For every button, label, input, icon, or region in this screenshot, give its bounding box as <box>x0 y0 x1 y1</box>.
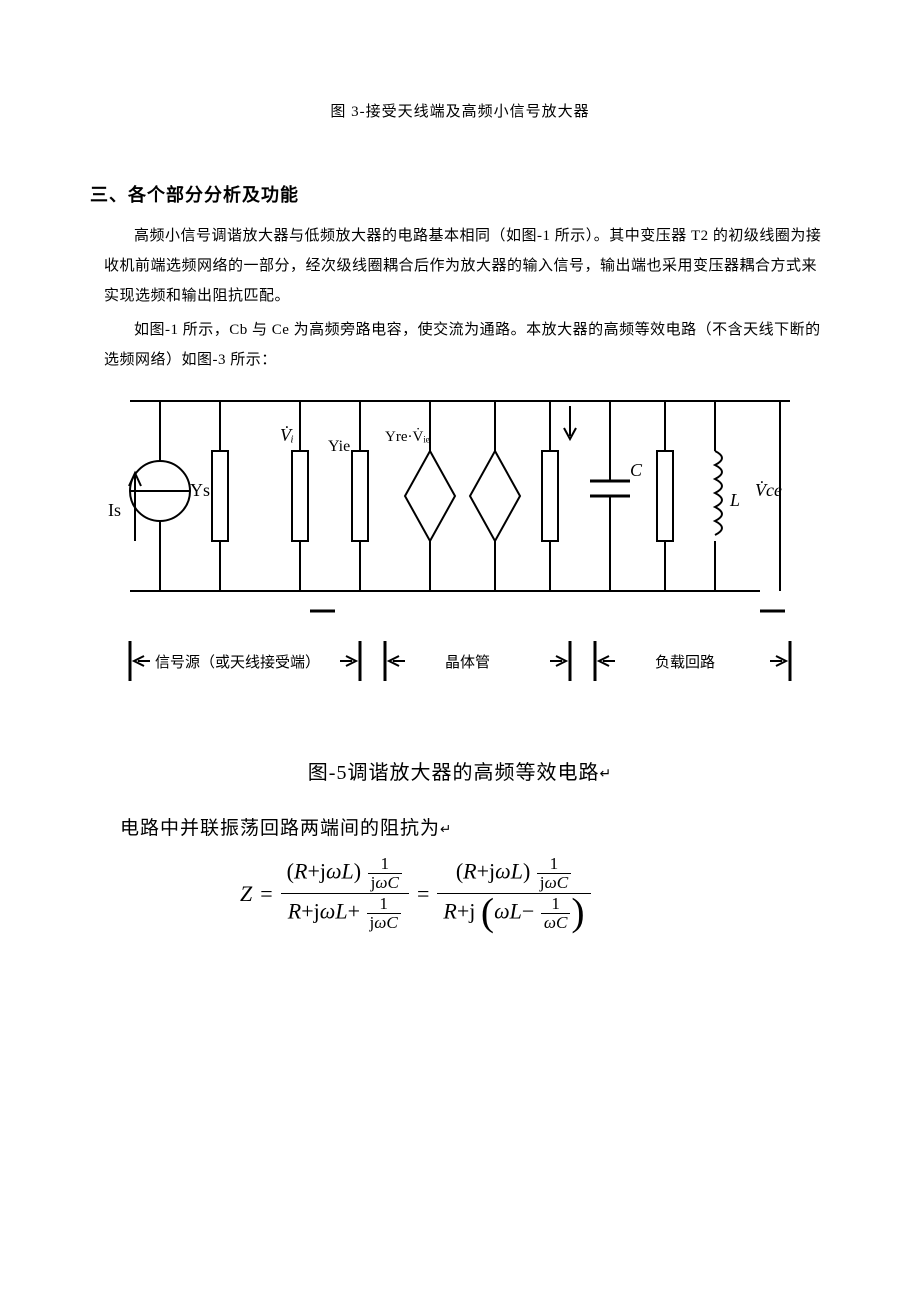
label-yre: Yre·V̇ᵢₑ <box>385 428 430 445</box>
section-label-load: 负载回路 <box>655 654 715 671</box>
figure3-caption: 图 3-接受天线端及高频小信号放大器 <box>90 100 830 121</box>
eq-frac1: (R+jωL) 1 jωC R+jωL+ 1 jωC <box>281 854 409 933</box>
section-heading: 三、各个部分分析及功能 <box>90 181 830 207</box>
label-c: C <box>630 460 643 480</box>
eq-z: Z <box>240 881 252 907</box>
label-yie: Yie <box>328 438 350 455</box>
equation-intro-text: 电路中并联振荡回路两端间的阻抗为 <box>120 818 440 839</box>
circuit-diagram: Is Ys V̇ᵢ Yie Yre·V̇ᵢₑ C L V̇ce 信号源（或天线接… <box>100 381 830 716</box>
return-mark-icon: ↵ <box>599 767 612 782</box>
section-label-transistor: 晶体管 <box>445 654 490 671</box>
eq-equals: = <box>260 881 272 907</box>
label-l: L <box>729 490 740 510</box>
label-ys: Ys <box>190 480 210 500</box>
section-label-source: 信号源（或天线接受端） <box>155 654 320 671</box>
return-mark-icon: ↵ <box>440 822 452 837</box>
label-vce: V̇ce <box>755 479 782 500</box>
document-page: 图 3-接受天线端及高频小信号放大器 三、各个部分分析及功能 高频小信号调谐放大… <box>0 0 920 1302</box>
impedance-equation: Z = (R+jωL) 1 jωC R+jωL+ 1 <box>90 854 830 933</box>
equation-intro: 电路中并联振荡回路两端间的阻抗为↵ <box>120 813 830 840</box>
label-vi: V̇ᵢ <box>280 424 294 445</box>
label-is: Is <box>108 500 121 520</box>
paragraph-2: 如图-1 所示，Cb 与 Ce 为高频旁路电容，使交流为通路。本放大器的高频等效… <box>104 315 830 375</box>
eq-equals2: = <box>417 881 429 907</box>
eq-frac2: (R+jωL) 1 jωC R+j (ωL− 1 ωC ) <box>437 854 590 933</box>
figure5-caption: 图-5调谐放大器的高频等效电路↵ <box>90 756 830 785</box>
paragraph-1: 高频小信号调谐放大器与低频放大器的电路基本相同（如图-1 所示）。其中变压器 T… <box>104 221 830 311</box>
figure5-caption-text: 图-5调谐放大器的高频等效电路 <box>308 762 600 784</box>
